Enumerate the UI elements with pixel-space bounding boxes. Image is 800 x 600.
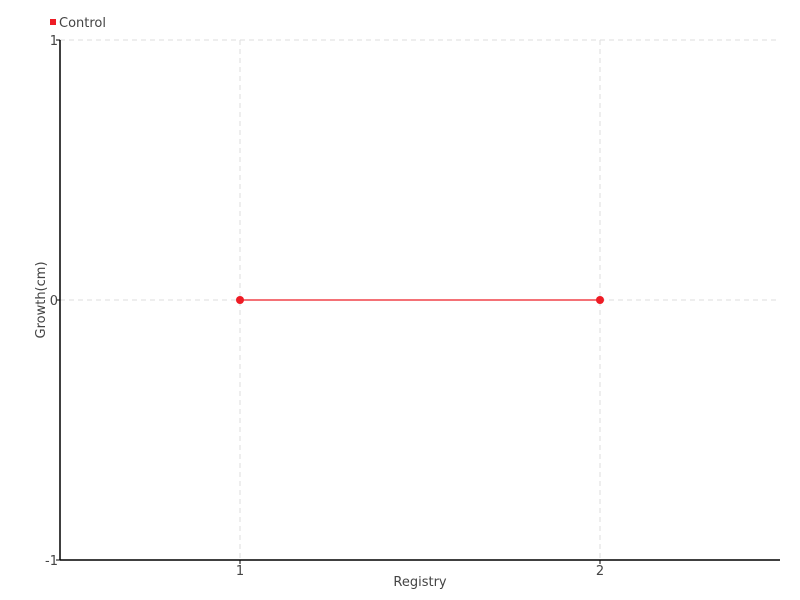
- legend-swatch-control: [50, 19, 56, 25]
- y-tick-label: 0: [50, 294, 58, 309]
- data-point: [236, 296, 244, 304]
- ticks: -1 0 1 1 2: [45, 34, 604, 579]
- legend-label-control: Control: [59, 16, 106, 31]
- legend: Control: [50, 16, 106, 31]
- series: [236, 296, 604, 304]
- x-tick-label: 2: [596, 564, 604, 579]
- y-tick-label: -1: [45, 554, 58, 569]
- data-point: [596, 296, 604, 304]
- y-tick-label: 1: [50, 34, 58, 49]
- y-axis-label: Growth(cm): [34, 261, 49, 338]
- x-axis-label: Registry: [393, 575, 447, 590]
- x-tick-label: 1: [236, 564, 244, 579]
